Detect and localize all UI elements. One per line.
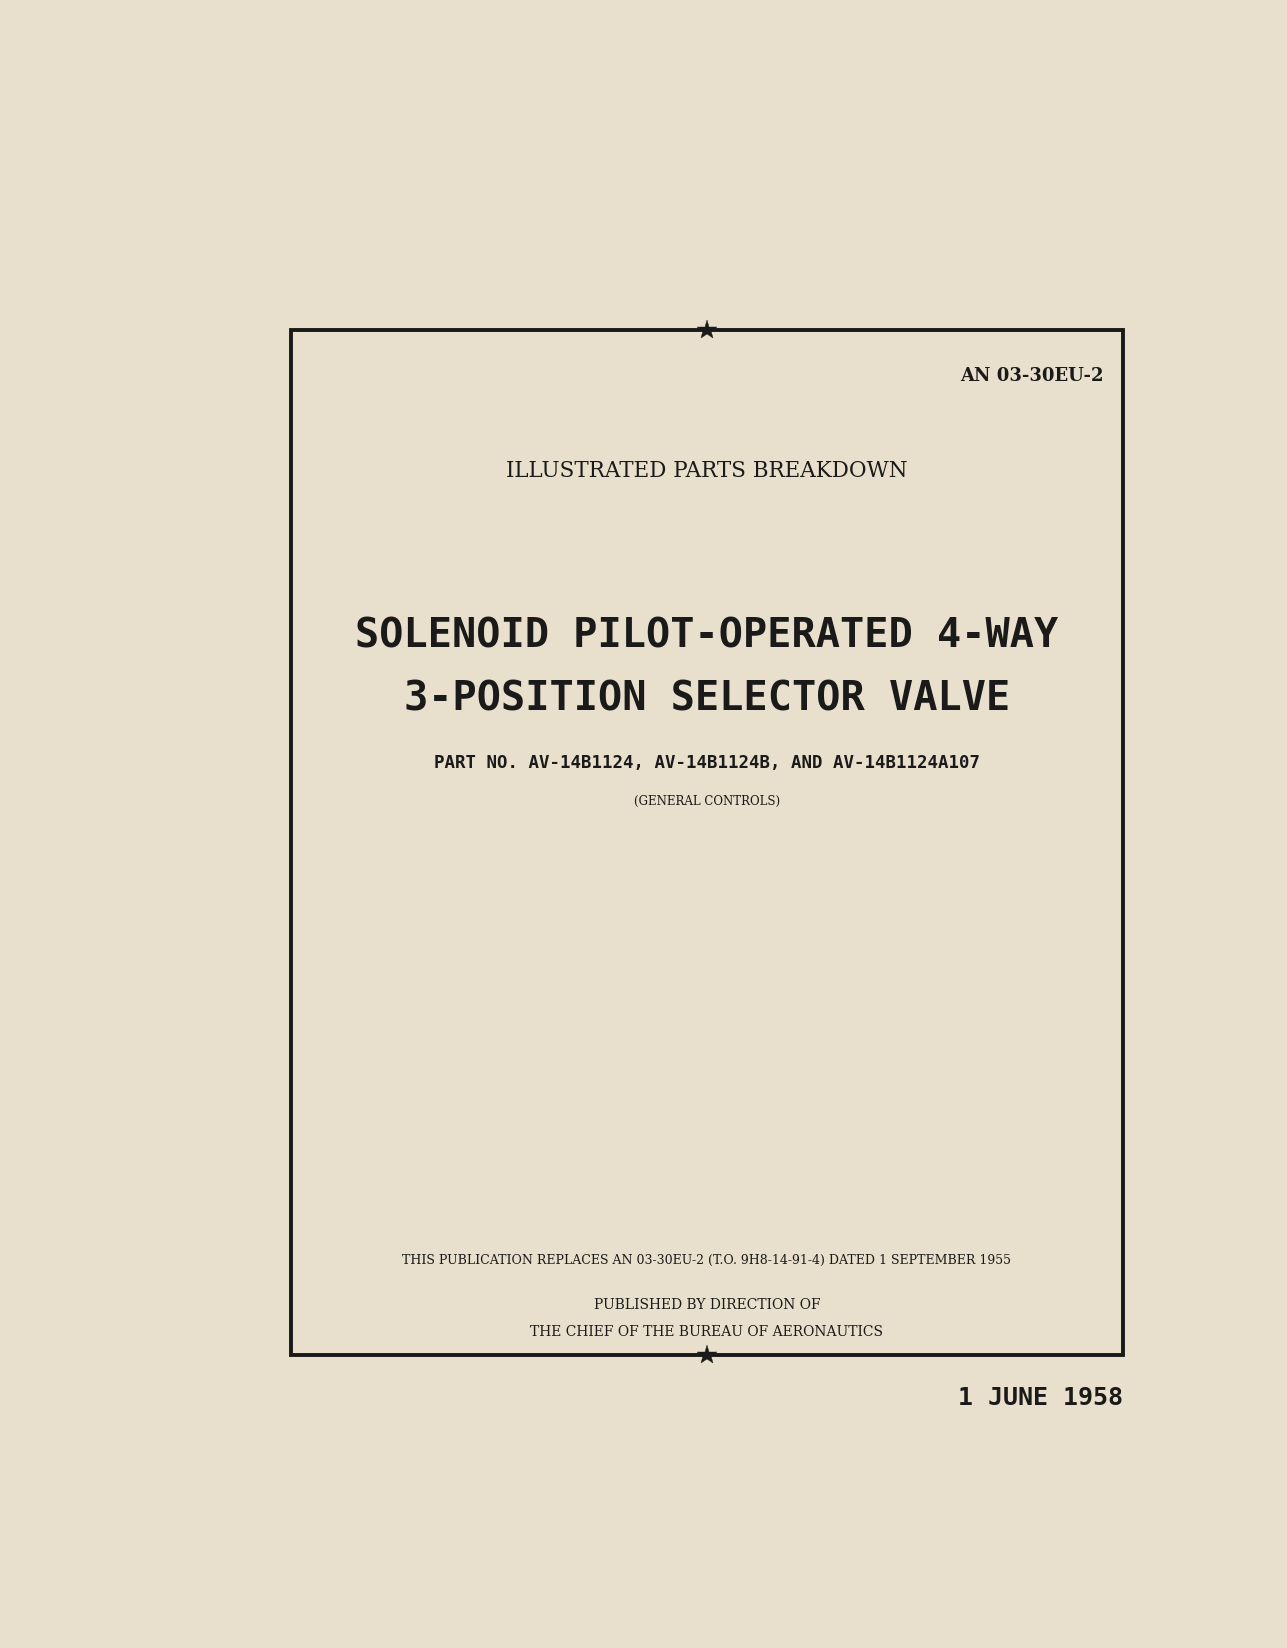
Bar bbox=[291, 331, 1124, 1355]
Text: (GENERAL CONTROLS): (GENERAL CONTROLS) bbox=[634, 794, 780, 808]
Text: AN 03-30EU-2: AN 03-30EU-2 bbox=[960, 366, 1103, 384]
Text: THIS PUBLICATION REPLACES AN 03-30EU-2 (T.O. 9H8-14-91-4) DATED 1 SEPTEMBER 1955: THIS PUBLICATION REPLACES AN 03-30EU-2 (… bbox=[403, 1254, 1012, 1266]
Text: ILLUSTRATED PARTS BREAKDOWN: ILLUSTRATED PARTS BREAKDOWN bbox=[506, 460, 907, 481]
Text: PART NO. AV-14B1124, AV-14B1124B, AND AV-14B1124A107: PART NO. AV-14B1124, AV-14B1124B, AND AV… bbox=[434, 753, 979, 771]
Text: SOLENOID PILOT-OPERATED 4-WAY: SOLENOID PILOT-OPERATED 4-WAY bbox=[355, 616, 1059, 654]
Text: PUBLISHED BY DIRECTION OF: PUBLISHED BY DIRECTION OF bbox=[593, 1297, 820, 1312]
Text: 3-POSITION SELECTOR VALVE: 3-POSITION SELECTOR VALVE bbox=[404, 679, 1010, 719]
Text: THE CHIEF OF THE BUREAU OF AERONAUTICS: THE CHIEF OF THE BUREAU OF AERONAUTICS bbox=[530, 1323, 883, 1338]
Text: 1 JUNE 1958: 1 JUNE 1958 bbox=[959, 1384, 1124, 1409]
